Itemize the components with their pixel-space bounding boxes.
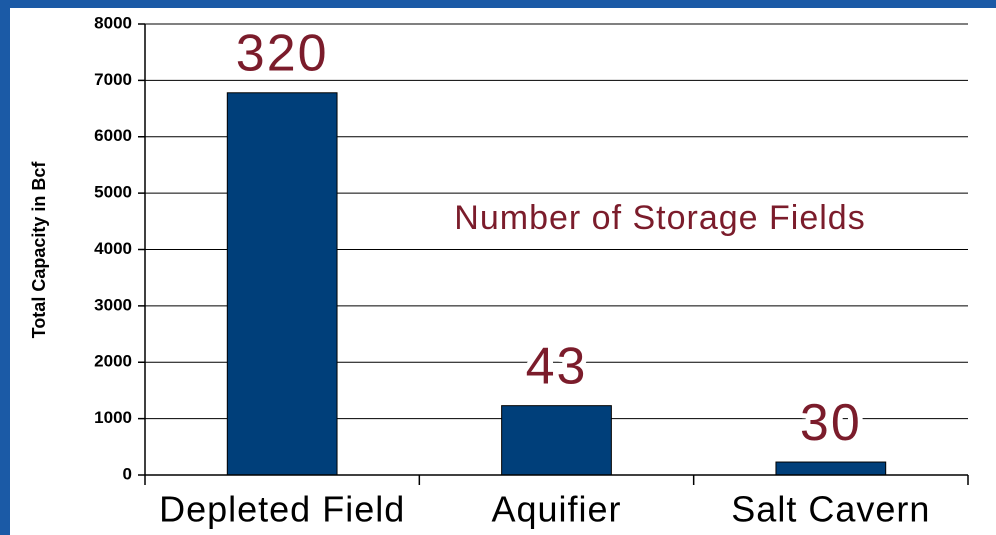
y-tick-label: 0: [123, 464, 132, 483]
y-tick-label: 3000: [94, 295, 132, 314]
y-tick-label: 6000: [94, 126, 132, 145]
x-tick-label: Salt Cavern: [731, 489, 930, 530]
bar: [226, 92, 338, 476]
y-tick-label: 8000: [94, 13, 132, 32]
annotation: Number of Storage Fields: [454, 199, 865, 237]
storage-field-count: 320: [236, 25, 329, 83]
x-tick-label: Aquifier: [491, 489, 621, 530]
y-axis-title: Total Capacity in Bcf: [29, 161, 49, 339]
y-tick-label: 4000: [94, 239, 132, 258]
y-tick-label: 7000: [94, 70, 132, 89]
x-tick-label: Depleted Field: [159, 489, 405, 530]
storage-field-count: 43: [526, 337, 588, 395]
bar: [501, 405, 612, 476]
storage-field-count: 30: [800, 394, 862, 452]
y-tick-label: 5000: [94, 183, 132, 202]
y-tick-label: 1000: [94, 408, 132, 427]
bar: [775, 461, 887, 476]
y-tick-label: 2000: [94, 352, 132, 371]
